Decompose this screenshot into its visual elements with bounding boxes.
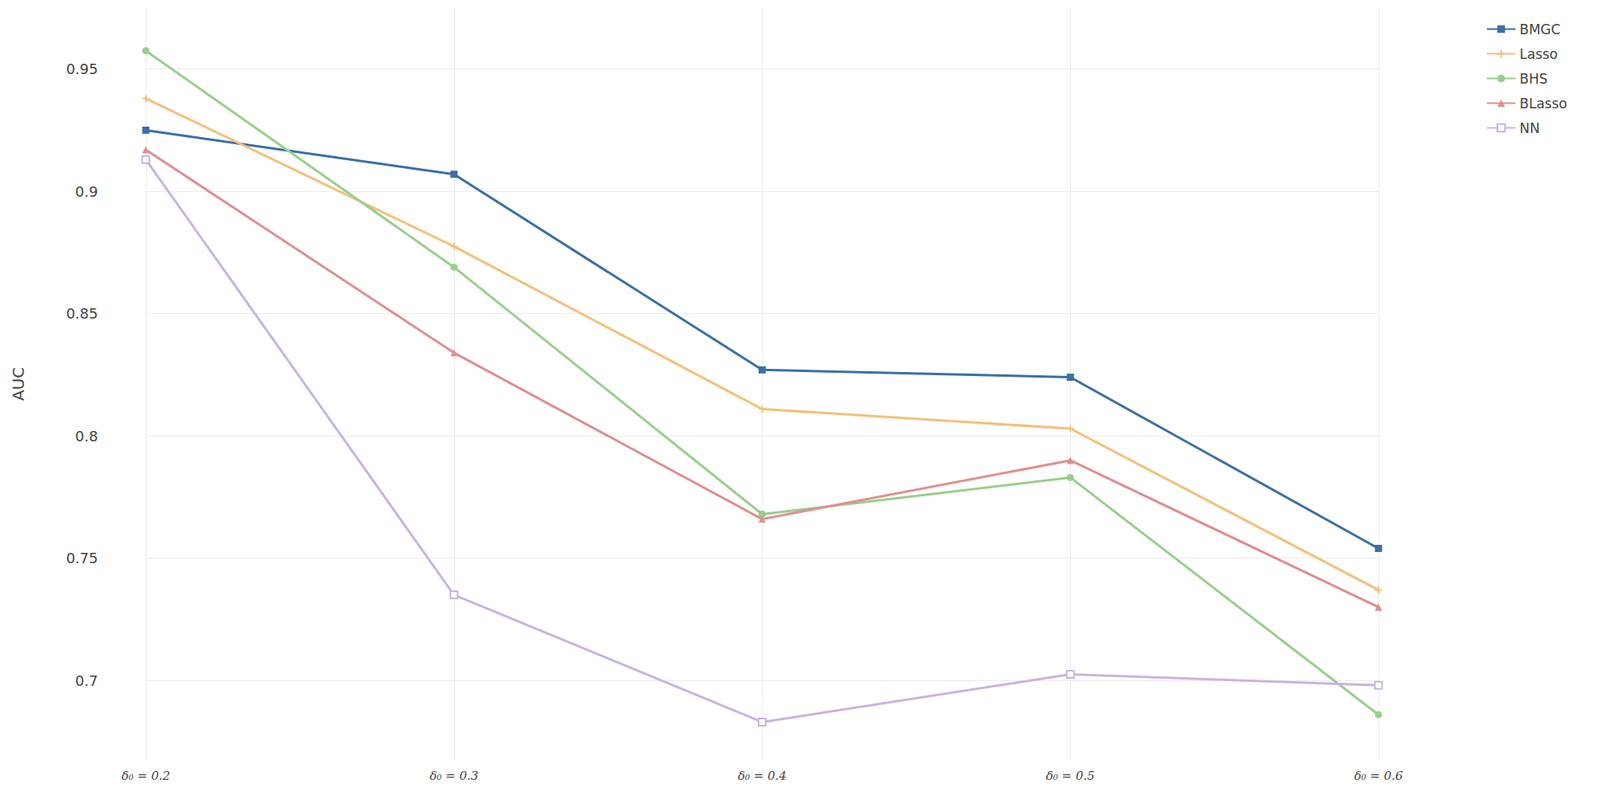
svg-text:0.8: 0.8: [74, 427, 99, 445]
svg-text:δ₀ = 0.4: δ₀ = 0.4: [737, 768, 787, 784]
svg-text:0.95: 0.95: [66, 60, 99, 78]
svg-text:δ₀ = 0.2: δ₀ = 0.2: [121, 768, 170, 784]
svg-text:Lasso: Lasso: [1519, 46, 1558, 63]
svg-text:δ₀ = 0.6: δ₀ = 0.6: [1353, 768, 1403, 784]
svg-text:BHS: BHS: [1519, 70, 1548, 87]
svg-text:0.7: 0.7: [74, 672, 99, 690]
svg-text:δ₀ = 0.5: δ₀ = 0.5: [1046, 768, 1095, 784]
svg-text:0.75: 0.75: [66, 549, 99, 567]
svg-text:NN: NN: [1519, 120, 1540, 137]
svg-text:BMGC: BMGC: [1519, 21, 1561, 38]
svg-text:0.9: 0.9: [74, 183, 99, 200]
svg-text:0.85: 0.85: [66, 305, 99, 322]
svg-text:BLasso: BLasso: [1519, 95, 1568, 112]
svg-text:δ₀ = 0.3: δ₀ = 0.3: [429, 768, 479, 784]
svg-text:AUC: AUC: [8, 367, 28, 401]
